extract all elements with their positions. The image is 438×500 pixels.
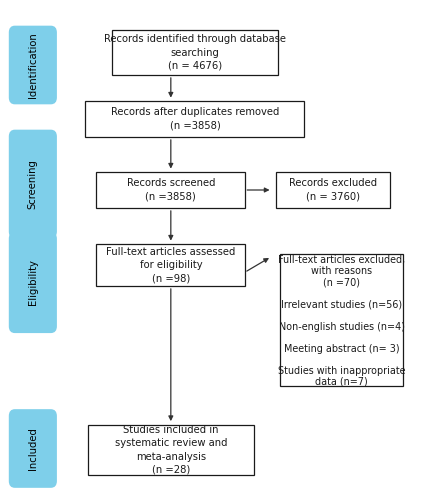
FancyBboxPatch shape <box>88 425 254 475</box>
Text: Records screened
(n =3858): Records screened (n =3858) <box>127 178 215 202</box>
Text: Non-english studies (n=4): Non-english studies (n=4) <box>279 322 405 332</box>
FancyBboxPatch shape <box>276 172 390 208</box>
Text: with reasons: with reasons <box>311 266 372 276</box>
Text: Full-text articles excluded,: Full-text articles excluded, <box>278 256 405 266</box>
FancyBboxPatch shape <box>96 172 245 208</box>
FancyBboxPatch shape <box>280 254 403 386</box>
Text: Irrelevant studies (n=56): Irrelevant studies (n=56) <box>281 300 402 310</box>
FancyBboxPatch shape <box>85 101 304 137</box>
FancyBboxPatch shape <box>112 30 278 75</box>
Text: Included: Included <box>28 427 38 470</box>
Text: Eligibility: Eligibility <box>28 260 38 306</box>
FancyBboxPatch shape <box>10 26 56 104</box>
FancyBboxPatch shape <box>10 233 56 332</box>
Text: Studies with inappropriate: Studies with inappropriate <box>278 366 406 376</box>
FancyBboxPatch shape <box>10 410 56 487</box>
Text: Records excluded
(n = 3760): Records excluded (n = 3760) <box>289 178 377 202</box>
Text: Records identified through database
searching
(n = 4676): Records identified through database sear… <box>104 34 286 70</box>
Text: data (n=7): data (n=7) <box>315 377 368 387</box>
Text: Meeting abstract (n= 3): Meeting abstract (n= 3) <box>284 344 399 353</box>
FancyBboxPatch shape <box>10 130 56 238</box>
FancyBboxPatch shape <box>96 244 245 286</box>
Text: Identification: Identification <box>28 32 38 98</box>
Text: Screening: Screening <box>28 159 38 209</box>
Text: Records after duplicates removed
(n =3858): Records after duplicates removed (n =385… <box>111 108 279 130</box>
Text: Full-text articles assessed
for eligibility
(n =98): Full-text articles assessed for eligibil… <box>106 247 236 283</box>
Text: Studies included in
systematic review and
meta-analysis
(n =28): Studies included in systematic review an… <box>115 425 227 475</box>
Text: (n =70): (n =70) <box>323 278 360 287</box>
